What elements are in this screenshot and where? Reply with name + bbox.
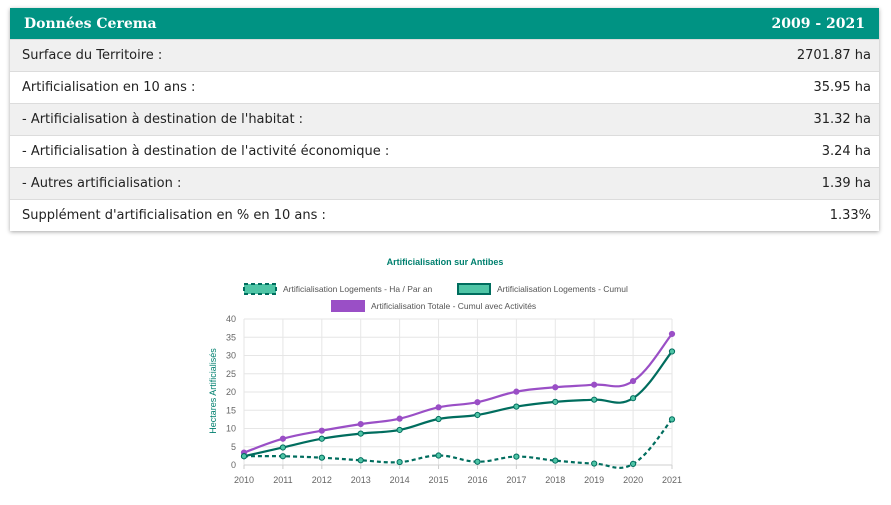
chart-title: Artificialisation sur Antibes <box>387 257 504 267</box>
x-tick-label: 2013 <box>351 475 371 485</box>
table-title: Données Cerema <box>24 15 157 32</box>
data-point-series-1 <box>279 453 287 460</box>
data-point-series-3 <box>396 415 403 422</box>
chart-container: Artificialisation sur Antibes Hectares A… <box>0 250 891 501</box>
y-tick-label: 35 <box>226 332 236 342</box>
y-tick-label: 20 <box>226 387 236 397</box>
data-point-series-2 <box>474 411 481 419</box>
data-point-series-3 <box>318 427 325 434</box>
data-point-series-1 <box>474 458 481 465</box>
legend-label-3: Artificialisation Totale - Cumul avec Ac… <box>371 301 536 311</box>
legend-label-1: Artificialisation Logements - Ha / Par a… <box>283 284 433 294</box>
row-value: 31.32 ha <box>813 112 871 127</box>
x-tick-label: 2012 <box>312 475 332 485</box>
data-point-series-1 <box>668 416 676 423</box>
legend-swatch-2 <box>457 283 491 295</box>
chart-points <box>240 330 676 468</box>
series-line-1 <box>243 418 673 469</box>
y-tick-label: 0 <box>231 460 236 470</box>
data-point-series-3 <box>474 399 481 406</box>
y-tick-label: 15 <box>226 405 236 415</box>
data-point-series-3 <box>668 330 676 338</box>
row-label: Supplément d'artificialisation en % en 1… <box>22 208 326 223</box>
row-value: 2701.87 ha <box>796 48 871 63</box>
data-point-series-1 <box>435 452 442 459</box>
x-tick-label: 2011 <box>273 475 292 485</box>
row-label: Artificialisation en 10 ans : <box>22 80 196 95</box>
row-label: - Artificialisation à destination de l'h… <box>22 112 304 127</box>
x-tick-label: 2017 <box>506 475 526 485</box>
data-point-series-2 <box>435 415 442 423</box>
row-label: - Autres artificialisation : <box>22 176 182 191</box>
y-tick-label: 30 <box>226 351 236 361</box>
row-label: - Artificialisation à destination de l'a… <box>22 144 390 159</box>
x-tick-label: 2018 <box>545 475 565 485</box>
data-point-series-2 <box>357 430 364 437</box>
data-point-series-1 <box>591 460 598 467</box>
series-line-2 <box>243 350 673 458</box>
x-tick-label: 2010 <box>234 475 254 485</box>
data-point-series-2 <box>552 398 559 405</box>
data-point-series-3 <box>591 381 598 388</box>
data-point-series-3 <box>513 388 520 395</box>
data-point-series-2 <box>629 395 637 402</box>
x-tick-label: 2021 <box>662 475 682 485</box>
table-row: - Artificialisation à destination de l'h… <box>10 103 879 135</box>
data-point-series-1 <box>513 453 520 460</box>
x-tick-label: 2019 <box>584 475 604 485</box>
cerema-data-table: Données Cerema 2009 - 2021 Surface du Te… <box>10 8 879 231</box>
y-tick-label: 5 <box>231 442 236 452</box>
data-point-series-2 <box>396 426 403 434</box>
y-tick-label: 25 <box>226 369 236 379</box>
data-point-series-1 <box>318 454 325 461</box>
legend-swatch-3 <box>331 300 365 312</box>
data-point-series-1 <box>552 457 559 464</box>
x-tick-label: 2016 <box>467 475 487 485</box>
row-value: 3.24 ha <box>821 144 871 159</box>
row-value: 1.39 ha <box>821 176 871 191</box>
data-point-series-2 <box>513 403 520 410</box>
data-point-series-1 <box>629 460 637 468</box>
x-tick-label: 2015 <box>429 475 449 485</box>
table-row: - Autres artificialisation : 1.39 ha <box>10 167 879 199</box>
chart-grid: 0 5 10 15 20 25 30 35 40 2010 2011 2012 2013 2014 2015… <box>226 314 682 485</box>
data-point-series-3 <box>629 377 637 385</box>
x-tick-label: 2014 <box>390 475 410 485</box>
table-row: Surface du Territoire : 2701.87 ha <box>10 39 879 71</box>
table-period: 2009 - 2021 <box>771 15 866 32</box>
data-point-series-1 <box>357 457 364 464</box>
data-point-series-3 <box>435 404 442 411</box>
table-row: - Artificialisation à destination de l'a… <box>10 135 879 167</box>
data-point-series-2 <box>318 435 325 442</box>
table-row: Artificialisation en 10 ans : 35.95 ha <box>10 71 879 103</box>
legend-item-2[interactable]: Artificialisation Logements - Cumul <box>457 283 628 295</box>
legend-swatch-1 <box>243 283 277 295</box>
table-row: Supplément d'artificialisation en % en 1… <box>10 199 879 231</box>
legend-item-1[interactable]: Artificialisation Logements - Ha / Par a… <box>243 283 433 295</box>
y-axis-label: Hectares Artificialisés <box>208 348 218 434</box>
data-point-series-2 <box>279 444 287 451</box>
table-header: Données Cerema 2009 - 2021 <box>10 8 879 39</box>
y-tick-label: 40 <box>226 314 236 324</box>
row-value: 35.95 ha <box>813 80 871 95</box>
artificialisation-line-chart: Artificialisation sur Antibes Hectares A… <box>208 257 682 485</box>
series-line-3 <box>243 333 673 454</box>
data-point-series-1 <box>396 458 403 466</box>
data-point-series-3 <box>357 421 364 428</box>
row-value: 1.33% <box>829 208 871 223</box>
data-point-series-2 <box>668 348 676 355</box>
data-point-series-3 <box>552 384 559 391</box>
chart-series <box>243 333 673 469</box>
x-tick-label: 2020 <box>623 475 643 485</box>
data-point-series-2 <box>591 396 598 403</box>
row-label: Surface du Territoire : <box>22 48 163 63</box>
legend-item-3[interactable]: Artificialisation Totale - Cumul avec Ac… <box>331 300 536 312</box>
y-tick-label: 10 <box>226 424 236 434</box>
data-point-series-1 <box>240 453 248 460</box>
data-point-series-3 <box>279 435 287 442</box>
legend-label-2: Artificialisation Logements - Cumul <box>497 284 628 294</box>
